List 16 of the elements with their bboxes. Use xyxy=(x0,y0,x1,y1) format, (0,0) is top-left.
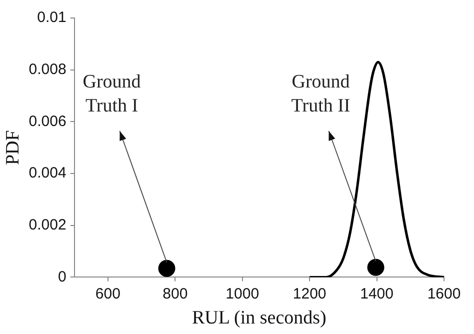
x-tick-label: 800 xyxy=(162,285,188,302)
y-tick-label: 0.01 xyxy=(37,9,66,26)
y-tick-label: 0.004 xyxy=(28,164,66,182)
x-tick-label: 1200 xyxy=(292,285,326,302)
x-axis-title: RUL (in seconds) xyxy=(192,308,326,329)
annotation: Ground Truth II xyxy=(291,71,350,116)
y-tick-label: 0 xyxy=(58,268,66,286)
x-tick-label: 600 xyxy=(95,285,120,302)
annotation: Ground Truth I xyxy=(82,71,142,116)
x-tick-label: 1000 xyxy=(226,285,260,302)
x-tick-label: 1400 xyxy=(360,285,394,302)
y-tick-label: 0.006 xyxy=(28,112,66,130)
x-tick-label: 1600 xyxy=(427,285,461,302)
y-tick-label: 0.008 xyxy=(28,60,66,78)
y-axis-title: PDF xyxy=(2,130,24,166)
y-tick-label: 0.002 xyxy=(28,216,66,234)
